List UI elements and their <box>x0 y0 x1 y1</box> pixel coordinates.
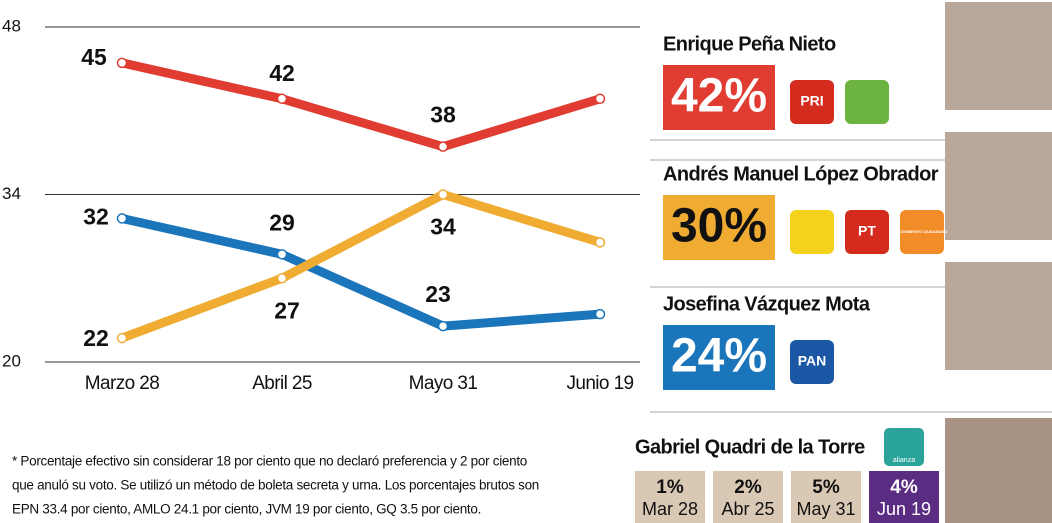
share-box <box>663 195 775 260</box>
series-line <box>121 214 601 331</box>
share: 42% <box>671 70 767 123</box>
point <box>116 213 128 224</box>
candidate-name: Gabriel Quadri de la Torre <box>635 436 865 458</box>
value-label: 29 <box>269 209 295 235</box>
value-label: 45 <box>81 44 107 70</box>
value-label: 23 <box>425 281 451 307</box>
point <box>276 273 288 284</box>
value-label: 27 <box>274 297 300 323</box>
point <box>276 249 288 260</box>
poll-date: May 31 <box>796 499 855 519</box>
y-tick-label: 48 <box>2 16 21 35</box>
value-label: 32 <box>83 204 109 230</box>
point <box>594 308 606 320</box>
point <box>437 320 449 332</box>
party-logo-text: PAN <box>798 353 827 369</box>
poll-box <box>869 471 939 523</box>
footnote: que anuló su voto. Se utilizó un método … <box>12 478 539 493</box>
y-tick-label: 20 <box>2 351 21 370</box>
y-tick-label: 34 <box>2 184 21 203</box>
candidate-name: Enrique Peña Nieto <box>663 33 836 55</box>
point <box>437 141 449 152</box>
share-box <box>663 325 775 390</box>
point <box>276 93 288 105</box>
poll-box <box>635 471 705 523</box>
share: 24% <box>671 330 767 383</box>
poll-date: Jun 19 <box>877 499 931 519</box>
party-logo-text: PRI <box>800 93 823 109</box>
party-logo <box>845 210 889 254</box>
poll-box <box>713 471 783 523</box>
value-label: 22 <box>83 325 109 351</box>
x-tick-label: Junio 19 <box>566 373 633 394</box>
series-line <box>120 190 602 343</box>
point <box>594 93 606 105</box>
footnote: EPN 33.4 por ciento, AMLO 24.1 por cient… <box>12 502 481 517</box>
poll-share: 1% <box>656 477 684 498</box>
candidate-name: Josefina Vázquez Mota <box>663 293 871 315</box>
point <box>116 332 128 344</box>
party-logo <box>790 80 834 124</box>
photo <box>945 2 1052 110</box>
photo <box>945 418 1052 523</box>
point <box>594 237 606 248</box>
party-logo <box>845 80 889 124</box>
party-logo-text: MOVIMIENTO CIUDADANO <box>896 229 947 234</box>
footnote: * Porcentaje efectivo sin considerar 18 … <box>12 454 527 469</box>
party-logo-text: PT <box>858 223 876 239</box>
value-label: 34 <box>430 214 456 240</box>
share-box <box>663 65 775 130</box>
photo <box>945 262 1052 370</box>
share: 30% <box>671 200 767 253</box>
party-logo-text: alianza <box>893 457 915 464</box>
x-tick-label: Marzo 28 <box>85 373 159 394</box>
value-label: 42 <box>269 60 295 86</box>
value-label: 38 <box>430 102 456 128</box>
poll-share: 2% <box>734 477 762 498</box>
poll-date: Abr 25 <box>721 499 774 519</box>
poll-date: Mar 28 <box>642 499 698 519</box>
point <box>116 57 128 69</box>
x-tick-label: Abril 25 <box>252 373 312 394</box>
photo <box>945 132 1052 240</box>
party-logo <box>790 210 834 254</box>
poll-share: 5% <box>812 477 840 498</box>
party-logo <box>790 340 834 384</box>
series-line <box>121 58 602 152</box>
point <box>437 189 449 200</box>
candidate-name: Andrés Manuel López Obrador <box>663 163 939 185</box>
party-logo <box>900 210 944 254</box>
x-tick-label: Mayo 31 <box>409 373 478 394</box>
poll-box <box>791 471 861 523</box>
party-logo <box>884 428 924 466</box>
poll-share: 4% <box>890 477 918 498</box>
